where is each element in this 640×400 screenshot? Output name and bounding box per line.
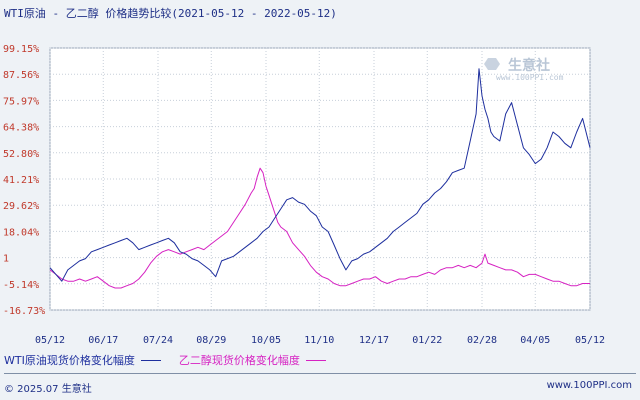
x-tick-label: 05/12 bbox=[575, 335, 605, 346]
legend-label-meg: 乙二醇现货价格变化幅度 bbox=[178, 354, 300, 367]
x-tick-label: 06/17 bbox=[88, 335, 118, 346]
x-tick-label: 11/10 bbox=[304, 335, 334, 346]
chart-title: WTI原油 - 乙二醇 价格趋势比较(2021-05-12 - 2022-05-… bbox=[4, 7, 337, 20]
legend: WTI原油现货价格变化幅度 乙二醇现货价格变化幅度 bbox=[4, 352, 344, 368]
y-tick-label: 52.80% bbox=[3, 149, 39, 160]
legend-item-meg: 乙二醇现货价格变化幅度 bbox=[179, 352, 326, 368]
y-tick-label: 41.21% bbox=[3, 175, 39, 186]
watermark-url: www.100PPI.com bbox=[496, 73, 564, 82]
series-line-wti bbox=[49, 68, 591, 282]
footer-divider bbox=[4, 373, 636, 374]
y-tick-label: 87.56% bbox=[3, 70, 39, 81]
y-tick-label: 99.15% bbox=[3, 44, 39, 55]
x-tick-label: 08/29 bbox=[196, 335, 226, 346]
y-tick-label: 1 bbox=[3, 254, 9, 265]
x-tick-label: 01/22 bbox=[412, 335, 442, 346]
y-tick-label: 18.04% bbox=[3, 227, 39, 238]
x-tick-label: 05/12 bbox=[35, 335, 65, 346]
watermark-text: 生意社 bbox=[508, 57, 550, 74]
y-tick-label: -5.14% bbox=[3, 280, 39, 291]
footer-site[interactable]: www.100PPI.com bbox=[546, 380, 632, 391]
legend-item-wti: WTI原油现货价格变化幅度 bbox=[4, 352, 161, 368]
y-tick-label: 29.62% bbox=[3, 201, 39, 212]
legend-swatch-meg bbox=[305, 359, 326, 361]
x-tick-label: 04/05 bbox=[520, 335, 550, 346]
legend-label-wti: WTI原油现货价格变化幅度 bbox=[4, 354, 135, 367]
y-tick-label: 64.38% bbox=[3, 123, 39, 134]
x-tick-label: 07/24 bbox=[143, 335, 173, 346]
watermark-logo-icon bbox=[484, 58, 500, 70]
x-tick-label: 02/28 bbox=[467, 335, 497, 346]
footer-copyright: © 2025.07 生意社 bbox=[4, 384, 92, 395]
x-tick-label: 12/17 bbox=[359, 335, 389, 346]
series-line-meg bbox=[49, 167, 590, 289]
x-tick-label: 10/05 bbox=[251, 335, 281, 346]
legend-swatch-wti bbox=[140, 359, 161, 361]
y-tick-label: -16.73% bbox=[3, 306, 45, 317]
y-tick-label: 75.97% bbox=[3, 96, 39, 107]
